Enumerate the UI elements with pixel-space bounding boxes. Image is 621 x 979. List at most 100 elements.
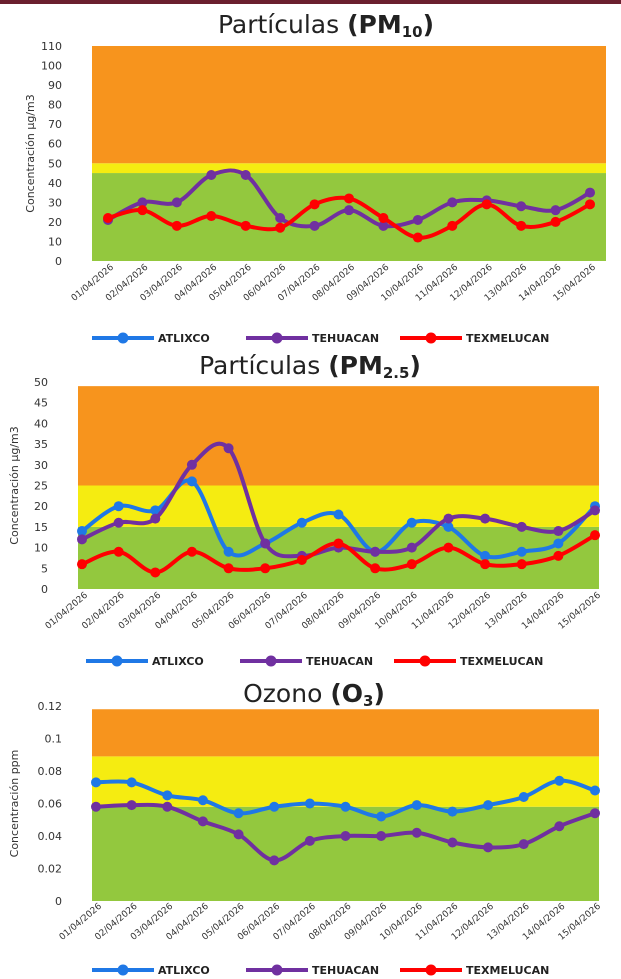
y-tick-label: 25	[34, 480, 48, 493]
legend-label-tehuacan: TEHUACAN	[306, 655, 373, 668]
data-point-atlixco	[411, 800, 422, 811]
data-point-atlixco	[340, 801, 351, 812]
data-point-tehuacan	[553, 526, 564, 537]
data-point-tehuacan	[206, 170, 217, 180]
data-point-texmelucan	[590, 530, 600, 541]
y-tick-label: 10	[34, 542, 48, 555]
data-point-tehuacan	[126, 800, 137, 811]
data-point-tehuacan	[137, 197, 148, 208]
data-point-atlixco	[269, 801, 280, 812]
data-point-tehuacan	[585, 187, 595, 198]
legend-label-tehuacan: TEHUACAN	[312, 332, 379, 345]
legend-marker-texmelucan	[419, 655, 431, 667]
data-point-tehuacan	[197, 816, 208, 827]
y-tick-label: 60	[48, 138, 62, 151]
data-point-tehuacan	[554, 821, 565, 832]
top-accent-bar	[0, 0, 621, 4]
y-tick-label: 30	[34, 459, 48, 472]
data-point-texmelucan	[585, 199, 595, 210]
data-point-atlixco	[443, 521, 454, 532]
pm10-chart: Partículas (PM10) 0 10 20 30 40 50 60 70 80 90 100 1…	[24, 10, 606, 345]
y-tick-label: 45	[34, 397, 48, 410]
data-point-texmelucan	[443, 542, 454, 553]
data-point-tehuacan	[376, 831, 387, 841]
data-point-atlixco	[516, 546, 527, 557]
y-tick-label: 20	[34, 500, 48, 513]
data-point-tehuacan	[113, 517, 124, 528]
data-point-tehuacan	[171, 197, 182, 208]
data-point-atlixco	[406, 517, 417, 528]
legend-marker-atlixco	[111, 655, 123, 667]
data-point-texmelucan	[103, 213, 113, 223]
y-tick-label: 100	[41, 60, 62, 73]
y-tick-label: 50	[48, 157, 62, 170]
data-point-texmelucan	[186, 546, 197, 557]
data-point-tehuacan	[91, 801, 101, 812]
y-tick-label: 90	[48, 79, 62, 92]
data-point-atlixco	[197, 795, 208, 806]
data-point-texmelucan	[77, 559, 87, 570]
data-point-tehuacan	[406, 542, 417, 553]
y-tick-label: 0	[41, 583, 48, 596]
legend-marker-texmelucan	[425, 332, 437, 344]
y-tick-label: 0.1	[45, 733, 63, 746]
band-green	[78, 526, 599, 589]
y-tick-label: 0.08	[38, 765, 63, 778]
data-point-tehuacan	[412, 214, 423, 225]
data-point-texmelucan	[240, 220, 251, 231]
data-point-texmelucan	[406, 559, 417, 570]
band-orange	[92, 709, 599, 757]
legend-marker-tehuacan	[265, 655, 277, 667]
legend-label-tehuacan: TEHUACAN	[312, 964, 379, 977]
y-tick-label: 5	[41, 562, 48, 575]
legend-label-texmelucan: TEXMELUCAN	[460, 655, 543, 668]
data-point-atlixco	[77, 526, 87, 537]
data-point-texmelucan	[447, 220, 458, 231]
y-tick-label: 110	[41, 40, 62, 53]
data-point-atlixco	[296, 517, 307, 528]
data-point-tehuacan	[378, 220, 389, 231]
legend-marker-tehuacan	[271, 964, 283, 976]
y-tick-label: 15	[34, 521, 48, 534]
band-yellow	[92, 163, 606, 174]
data-point-atlixco	[590, 785, 600, 796]
chart-title: Ozono (O3)	[243, 680, 385, 710]
data-point-texmelucan	[480, 559, 491, 570]
y-tick-label: 80	[48, 99, 62, 112]
data-point-texmelucan	[206, 211, 217, 222]
y-axis-label: Concentración µg/m3	[8, 426, 21, 544]
data-point-atlixco	[233, 808, 244, 819]
chart-title: Partículas (PM2.5)	[199, 351, 421, 382]
band-green	[92, 173, 606, 261]
data-point-tehuacan	[162, 801, 173, 812]
data-point-tehuacan	[480, 513, 491, 524]
ozone-chart: Ozono (O3) 0 0.02 0.04 0.06 0.08 0.1 0.12 Concen…	[8, 680, 603, 977]
data-point-tehuacan	[186, 459, 197, 470]
y-tick-label: 0	[55, 255, 62, 268]
data-point-atlixco	[554, 775, 565, 786]
data-point-atlixco	[304, 798, 315, 809]
legend-marker-texmelucan	[425, 964, 437, 976]
y-tick-label: 0	[55, 895, 62, 908]
y-tick-label: 10	[48, 235, 62, 248]
data-point-atlixco	[518, 792, 529, 802]
data-point-tehuacan	[590, 505, 600, 516]
data-point-tehuacan	[447, 197, 458, 208]
band-orange	[92, 46, 606, 164]
data-point-texmelucan	[309, 199, 320, 210]
data-point-tehuacan	[304, 835, 315, 846]
y-axis-label: Concentración ppm	[8, 750, 21, 858]
data-point-tehuacan	[275, 213, 286, 223]
y-tick-label: 40	[34, 417, 48, 430]
legend-marker-atlixco	[117, 332, 129, 344]
data-point-texmelucan	[113, 546, 124, 557]
data-point-atlixco	[91, 777, 101, 788]
data-point-atlixco	[483, 800, 494, 811]
data-point-tehuacan	[260, 538, 271, 549]
chart-title: Partículas (PM10)	[218, 10, 434, 41]
data-point-tehuacan	[340, 831, 351, 841]
y-axis-label: Concentración µg/m3	[24, 94, 37, 212]
data-point-atlixco	[150, 505, 161, 516]
data-point-tehuacan	[518, 839, 529, 850]
legend-marker-atlixco	[117, 964, 129, 976]
